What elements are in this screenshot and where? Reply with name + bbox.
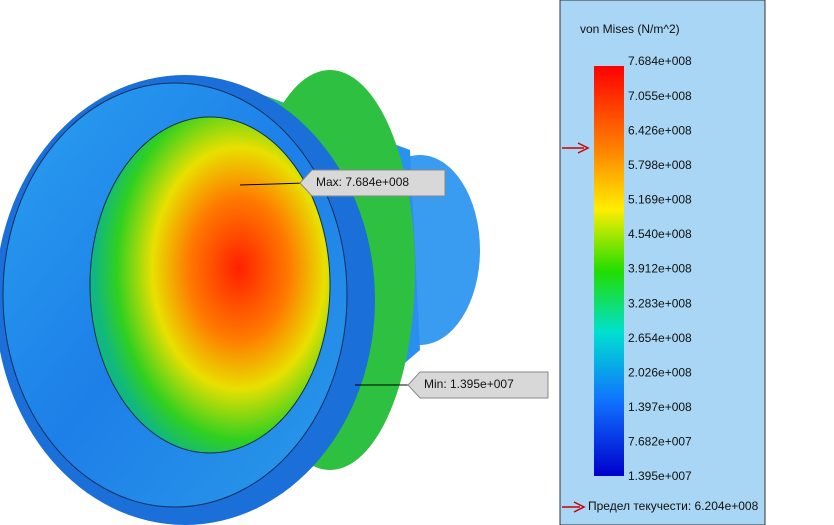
stress-plot: Max: 7.684e+008 Min: 1.395e+007 von Mise… bbox=[0, 0, 834, 525]
legend-label: 2.026e+008 bbox=[628, 365, 692, 379]
screenshot: Max: 7.684e+008 Min: 1.395e+007 von Mise… bbox=[0, 0, 834, 525]
yield-label: Предел текучести: 6.204e+008 bbox=[588, 499, 759, 513]
legend-label: 5.798e+008 bbox=[628, 158, 692, 172]
legend-label: 2.654e+008 bbox=[628, 331, 692, 345]
legend-label: 3.283e+008 bbox=[628, 296, 692, 310]
legend-label: 1.397e+008 bbox=[628, 400, 692, 414]
color-scale bbox=[594, 66, 624, 476]
legend-label: 1.395e+007 bbox=[628, 469, 692, 483]
part-model bbox=[0, 70, 480, 525]
legend-label: 7.055e+008 bbox=[628, 89, 692, 103]
legend-label: 4.540e+008 bbox=[628, 227, 692, 241]
legend-label: 3.912e+008 bbox=[628, 262, 692, 276]
min-label: Min: 1.395e+007 bbox=[424, 377, 514, 391]
legend-title: von Mises (N/m^2) bbox=[580, 22, 680, 36]
legend-panel: von Mises (N/m^2) Предел текучести: 6.20… bbox=[560, 0, 765, 525]
max-label: Max: 7.684e+008 bbox=[316, 175, 409, 189]
legend-label: 7.684e+008 bbox=[628, 54, 692, 68]
legend-label: 5.169e+008 bbox=[628, 193, 692, 207]
legend-label: 7.682e+007 bbox=[628, 435, 692, 449]
legend-label: 6.426e+008 bbox=[628, 123, 692, 137]
